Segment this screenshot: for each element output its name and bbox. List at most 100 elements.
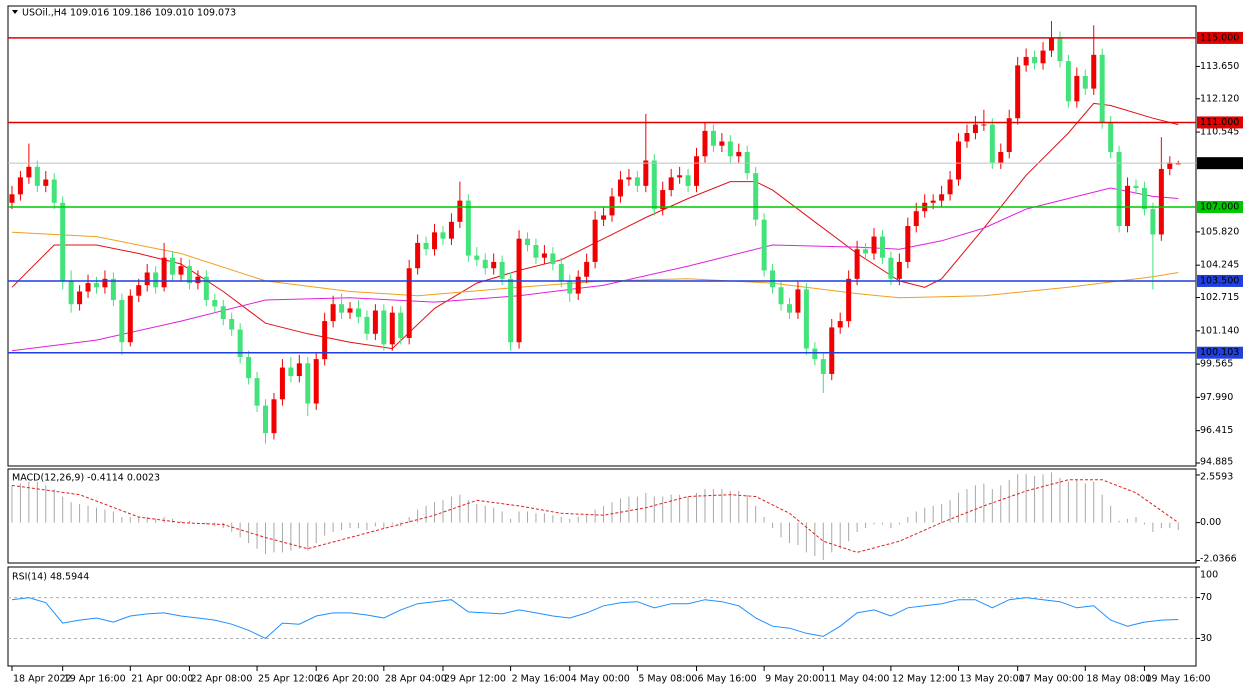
macd-bar [374, 522, 376, 527]
candle-body [617, 179, 623, 197]
macd-bar [543, 513, 545, 523]
candle-body [770, 270, 776, 288]
candle-body [1108, 122, 1114, 153]
candle-body [727, 141, 733, 157]
moving-average [11, 187, 1179, 352]
candle-body [220, 306, 226, 319]
macd-bar [924, 507, 926, 523]
macd-bar [383, 522, 385, 529]
candle-body [263, 405, 269, 434]
macd-bar [290, 522, 292, 551]
candle-body [1065, 61, 1071, 102]
macd-bar [518, 511, 520, 523]
macd-bar [129, 517, 131, 523]
candle-body [888, 257, 894, 279]
y-tick-label: 30 [1200, 633, 1212, 644]
y-tick-label: 110.545 [1200, 127, 1239, 138]
symbol-menu-arrow[interactable] [12, 10, 18, 14]
candle-body [246, 357, 252, 379]
macd-bar [721, 489, 723, 523]
macd-bar [527, 511, 529, 523]
candle-body [68, 280, 74, 305]
candle-body [372, 310, 378, 334]
y-tick-label: 70 [1200, 592, 1212, 603]
level-box [1197, 346, 1243, 359]
macd-bar [484, 505, 486, 523]
candle-body [288, 367, 294, 377]
macd-bar [839, 522, 841, 549]
x-tick-label: 11 May 04:00 [824, 674, 889, 685]
candle-body [795, 289, 801, 313]
candle-body [1099, 54, 1105, 123]
y-tick-label: 112.120 [1200, 93, 1239, 104]
macd-bar [1152, 522, 1154, 532]
x-tick-label: 28 Apr 04:00 [385, 674, 447, 685]
candle-body [533, 245, 539, 258]
macd-bar [670, 494, 672, 523]
candle-body [981, 124, 987, 126]
macd-bar [586, 515, 588, 523]
candle-body [567, 280, 573, 294]
candle-body [719, 141, 725, 146]
macd-bar [1076, 479, 1078, 523]
macd-bar [1135, 517, 1137, 523]
macd-bar [45, 485, 47, 523]
macd-bar [552, 515, 554, 523]
macd-bar [408, 517, 410, 523]
candle-body [634, 177, 640, 186]
macd-bar [112, 511, 114, 523]
macd-bar [890, 522, 892, 529]
candle-body [60, 202, 66, 281]
macd-bar [11, 485, 13, 523]
macd-bar [366, 522, 368, 531]
macd-bar [687, 496, 689, 523]
candle-body [389, 312, 395, 345]
candle-body [998, 152, 1004, 163]
candle-body [1015, 65, 1021, 119]
candle-body [440, 232, 446, 239]
x-tick-label: 9 May 20:00 [765, 674, 824, 685]
macd-bar [1034, 476, 1036, 523]
macd-bar [450, 496, 452, 523]
macd-bar [805, 522, 807, 553]
candle-body [491, 261, 497, 269]
x-tick-label: 22 Apr 08:00 [190, 674, 252, 685]
macd-bar [856, 522, 858, 532]
macd-bar [788, 522, 790, 544]
candle-body [550, 253, 556, 265]
candle-body [237, 329, 243, 358]
macd-bar [712, 489, 714, 523]
macd-bar [966, 489, 968, 523]
macd-bar [95, 507, 97, 523]
candle-body [685, 175, 691, 186]
macd-bar [535, 513, 537, 523]
macd-bar [738, 490, 740, 523]
level-label: 107.000 [1200, 201, 1239, 212]
macd-bar [1059, 477, 1061, 523]
candle-body [195, 276, 201, 284]
candle-body [1048, 37, 1054, 51]
candle-body [1006, 118, 1012, 153]
candle-body [51, 179, 57, 203]
macd-bar [434, 502, 436, 523]
macd-bar [324, 522, 326, 536]
macd-bar [53, 489, 55, 523]
macd-bar [87, 505, 89, 523]
candle-body [710, 130, 716, 146]
candle-body [178, 266, 184, 275]
candle-body [457, 200, 463, 222]
candle-body [305, 363, 311, 404]
candle-body [702, 130, 708, 157]
candle-body [803, 289, 809, 349]
macd-bar [256, 522, 258, 549]
macd-bar [848, 522, 850, 542]
macd-bar [180, 520, 182, 523]
macd-bar [941, 503, 943, 523]
x-tick-label: 6 May 16:00 [698, 674, 757, 685]
y-tick-label: -2.0366 [1200, 554, 1237, 565]
macd-bar [476, 503, 478, 523]
candle-body [837, 321, 843, 328]
macd-bar [1160, 522, 1162, 529]
candle-body [330, 304, 336, 322]
macd-bar [873, 522, 875, 525]
